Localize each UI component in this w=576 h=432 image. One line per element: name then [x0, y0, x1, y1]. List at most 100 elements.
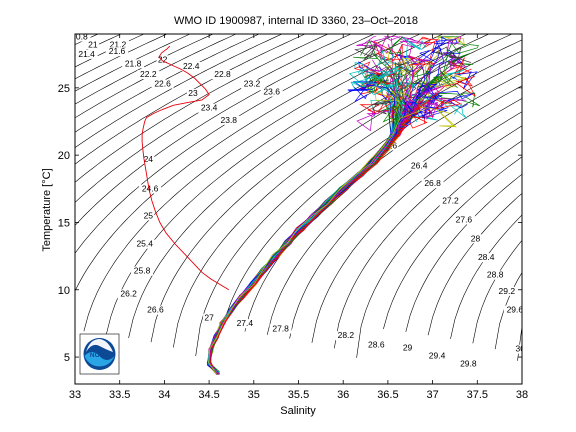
profile-line: [208, 106, 457, 375]
profile-line: [208, 98, 449, 374]
isopycnal-label-bg: [233, 319, 256, 329]
y-tick-label: 20: [58, 150, 70, 162]
isopycnal-line: [517, 325, 522, 361]
x-tick-label: 34.5: [198, 389, 219, 401]
x-tick-label: 36: [337, 389, 349, 401]
isopycnal-label-bg: [203, 313, 216, 323]
isopycnal-line: [405, 173, 522, 332]
profile-line: [208, 90, 406, 375]
isopycnal-label-bg: [137, 70, 160, 80]
isopycnal-label-bg: [106, 40, 129, 50]
isopycnal-label: 23.2: [244, 79, 261, 89]
y-tick-label: 10: [58, 285, 70, 297]
isopycnal-label-bg: [133, 239, 156, 249]
y-tick-label: 25: [58, 83, 70, 95]
isopycnal-label: 22.6: [154, 79, 171, 89]
isopycnal-label: 26.2: [120, 289, 137, 299]
isopycnal-line: [289, 98, 522, 339]
profile-line: [209, 95, 406, 373]
isopycnal-line: [173, 39, 522, 348]
isopycnal-label: 23.4: [201, 103, 218, 113]
profile-line: [207, 93, 406, 375]
isopycnal-label: 24: [144, 154, 154, 164]
isopycnal-label-bg: [484, 270, 507, 280]
x-tick-label: 33.5: [109, 389, 130, 401]
isopycnal-label-bg: [187, 88, 200, 98]
isopycnal-label: 22: [158, 54, 168, 64]
isopycnal-label-bg: [469, 234, 482, 244]
isopycnal-label: 29: [403, 342, 413, 352]
isopycnal-line: [494, 271, 522, 350]
x-axis-label: Salinity: [280, 405, 316, 417]
isopycnal-line: [334, 125, 522, 349]
profile-line: [208, 71, 478, 374]
isopycnal-label-bg: [269, 324, 292, 334]
isopycnal-label-bg: [457, 359, 480, 369]
isopycnal-label: 25.8: [134, 266, 151, 276]
isopycnal-label: 29.4: [429, 350, 446, 360]
isopycnal-line: [311, 111, 522, 343]
isopycnal-line: [75, 34, 421, 292]
isopycnal-label-bg: [426, 351, 449, 361]
isopycnal-label: 22.2: [140, 69, 157, 79]
isopycnal-line: [567, 303, 576, 332]
isopycnal-label-bg: [151, 79, 174, 89]
isopycnal-label-bg: [401, 343, 414, 353]
isopycnal-label: 27: [204, 313, 214, 323]
isopycnal-label-bg: [475, 253, 498, 263]
isopycnal-label: 21.8: [125, 58, 142, 68]
isopycnal-label: 23: [188, 88, 198, 98]
isopycnal-label: 27.8: [272, 324, 289, 334]
isopycnal-label: 28.2: [338, 330, 355, 340]
profile-line: [207, 96, 402, 373]
isopycnal-line: [472, 239, 522, 344]
isopycnal-line: [75, 34, 191, 92]
isopycnal-label-bg: [217, 115, 240, 125]
isopycnal-label: 21.2: [110, 39, 127, 49]
profile-line: [207, 100, 435, 373]
isopycnal-label-bg: [180, 62, 203, 71]
isopycnal-label-bg: [514, 344, 522, 354]
x-axis-ticks: 33 33.5 34 34.5 35 35.5 36 36.5 37 37.5 38: [69, 34, 528, 401]
isopycnal-line: [30, 0, 155, 33]
isopycnal-label-bg: [365, 340, 388, 350]
profile-line: [208, 36, 462, 375]
isopycnal-line: [75, 34, 329, 183]
isopycnal-label-bg: [131, 266, 154, 276]
x-tick-label: 33: [69, 389, 81, 401]
isopycnal-label: 24.6: [142, 184, 159, 194]
isopycnal-label-bg: [122, 59, 145, 69]
isopycnal-label-bg: [452, 215, 475, 225]
isopycnal-label: 29.8: [460, 359, 477, 369]
isopycnal-line: [75, 34, 99, 45]
isopycnal-line: [544, 261, 575, 330]
isopycnal-label: 21.4: [78, 49, 95, 59]
isopycnal-line: [83, 34, 444, 332]
isopycnal-label: 29.2: [499, 286, 516, 296]
x-tick-label: 37.5: [467, 389, 488, 401]
isopycnal-label-bg: [211, 70, 234, 80]
isopycnal-label: 21.6: [109, 46, 126, 56]
profile-line: [208, 76, 476, 374]
isopycnal-label: 28.8: [487, 270, 504, 280]
isopycnal-line: [427, 193, 522, 336]
isopycnal-label: 20.8: [71, 31, 88, 41]
isopycnal-label: 28: [471, 233, 481, 243]
profile-line: [208, 99, 432, 374]
profile-bundle: [206, 35, 480, 375]
isopycnal-line: [195, 50, 522, 356]
isopycnal-label: 21: [88, 39, 98, 49]
isopycnal-line: [150, 34, 513, 343]
isopycnal-label-bg: [421, 179, 444, 189]
isopycnal-line: [75, 34, 260, 133]
series-lines: [141, 45, 230, 291]
isopycnal-label-bg: [260, 87, 283, 97]
isopycnal-label: 26.8: [424, 178, 441, 188]
isopycnal-label-bg: [241, 79, 264, 89]
isopycnal-label: 25.4: [136, 239, 153, 249]
x-tick-label: 38: [516, 389, 528, 401]
profile-line: [207, 93, 420, 374]
y-tick-label: 5: [64, 352, 70, 364]
isopycnal-label: 29.6: [507, 305, 524, 315]
